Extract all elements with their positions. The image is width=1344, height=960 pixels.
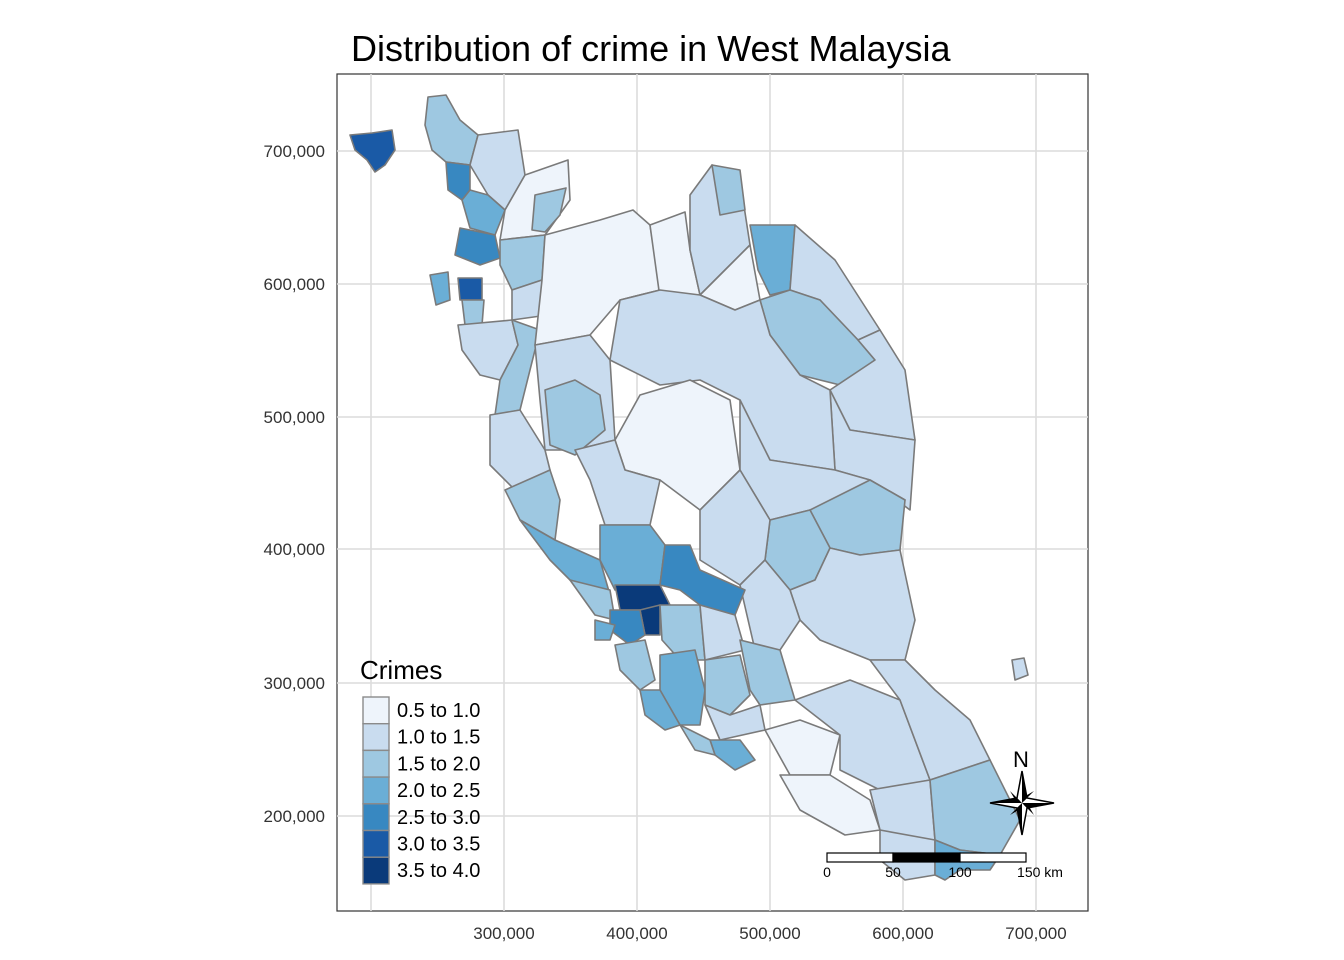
scale-label: 100 (948, 864, 972, 880)
scale-segment (892, 852, 961, 863)
legend-label: 2.0 to 2.5 (397, 780, 480, 802)
region-batang-padang (574, 439, 661, 526)
region-kuala-selangor (599, 524, 666, 591)
y-tick: 500,000 (264, 408, 325, 427)
region-hilir-perak (504, 469, 561, 541)
north-label: N (1013, 747, 1029, 772)
legend-label: 1.5 to 2.0 (397, 753, 480, 775)
legend-swatch (362, 749, 390, 778)
legend-swatch (362, 723, 390, 752)
region-kinta (544, 379, 606, 456)
scale-bar: 0 50 100 150 km (823, 852, 1063, 880)
map-title: Distribution of crime in West Malaysia (351, 28, 951, 69)
y-tick: 300,000 (264, 674, 325, 693)
x-axis-ticks: 300,000 400,000 500,000 600,000 700,000 (473, 924, 1066, 943)
region-tampin (704, 704, 766, 741)
region-port-klang (594, 619, 616, 641)
legend: Crimes 0.5 to 1.0 1.0 to 1.5 1.5 to 2.0 2.0… (360, 655, 480, 885)
y-tick: 200,000 (264, 807, 325, 826)
region-mersing (869, 659, 991, 781)
x-tick: 300,000 (473, 924, 534, 943)
region-kota-bharu (711, 164, 746, 216)
region-lipis (609, 289, 836, 471)
north-arrow: N (989, 747, 1055, 836)
region-penang-island (429, 271, 451, 306)
legend-label: 1.0 to 1.5 (397, 727, 480, 749)
region-kuala-muda (454, 227, 501, 266)
legend-swatch (362, 776, 390, 805)
region-langkawi (349, 129, 396, 173)
legend-items: 0.5 to 1.0 1.0 to 1.5 1.5 to 2.0 2.0 to 2.5… (362, 696, 480, 885)
legend-label: 3.0 to 3.5 (397, 834, 480, 856)
region-muar (764, 719, 841, 776)
scale-label: 0 (823, 864, 831, 880)
x-tick: 700,000 (1005, 924, 1066, 943)
scale-label: 50 (885, 864, 901, 880)
legend-swatch (362, 829, 390, 858)
legend-title: Crimes (360, 655, 442, 685)
scale-segment (959, 852, 1027, 863)
map-regions (349, 94, 1029, 881)
region-pekan (789, 547, 916, 661)
region-tioman (1011, 657, 1029, 681)
region-kuala-pilah (704, 654, 751, 716)
region-penang-mainland (457, 277, 483, 301)
y-tick: 600,000 (264, 275, 325, 294)
legend-swatch (362, 856, 390, 885)
scale-segment (826, 852, 894, 863)
legend-label: 2.5 to 3.0 (397, 807, 480, 829)
y-tick: 400,000 (264, 540, 325, 559)
compass-star-icon (989, 770, 1055, 836)
legend-swatch (362, 696, 390, 725)
y-axis-ticks: 700,000 600,000 500,000 400,000 300,000 … (264, 142, 325, 826)
legend-swatch (362, 803, 390, 832)
region-sepang (614, 639, 656, 691)
region-sik (531, 187, 567, 233)
region-port-dickson (639, 689, 681, 731)
scale-label: 150 km (1017, 864, 1063, 880)
legend-label: 0.5 to 1.0 (397, 700, 480, 722)
x-tick: 500,000 (739, 924, 800, 943)
region-alor-gajah (679, 724, 716, 756)
y-tick: 700,000 (264, 142, 325, 161)
x-tick: 600,000 (872, 924, 933, 943)
x-tick: 400,000 (606, 924, 667, 943)
region-seberang-perai (461, 299, 485, 326)
region-jempol (739, 639, 796, 706)
legend-label: 3.5 to 4.0 (397, 860, 480, 882)
